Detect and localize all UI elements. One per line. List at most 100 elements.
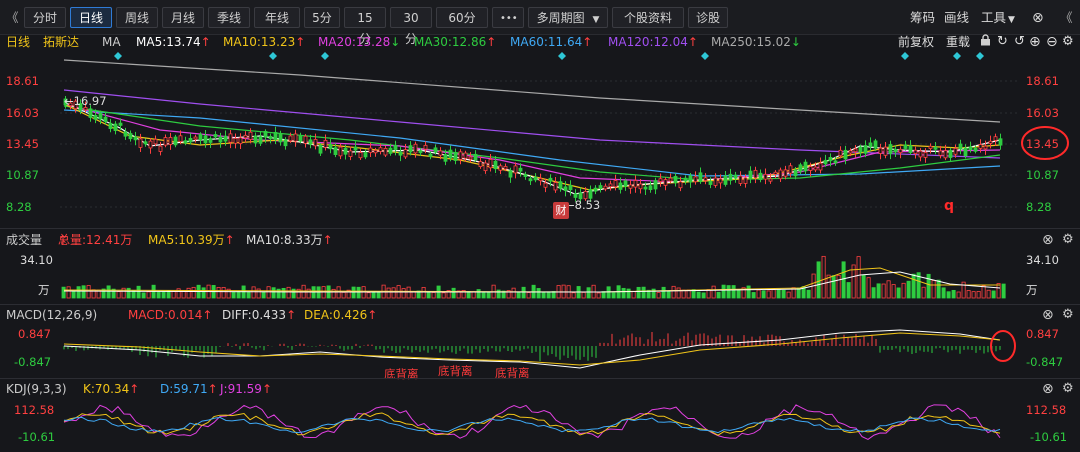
volume-bar bbox=[391, 287, 396, 299]
close-icon[interactable]: ⊗ bbox=[1042, 232, 1054, 248]
candle bbox=[883, 146, 888, 156]
candle bbox=[933, 146, 938, 150]
volume-bar bbox=[581, 292, 586, 299]
tab-15min[interactable]: 15分 bbox=[344, 7, 386, 46]
tab-monthly[interactable]: 月线 bbox=[162, 7, 204, 28]
ma-label[interactable]: MA bbox=[102, 35, 121, 49]
tab-quarterly[interactable]: 季线 bbox=[208, 7, 250, 28]
tab-30min[interactable]: 30分 bbox=[390, 7, 432, 46]
draw-line-button[interactable]: 画线 bbox=[944, 10, 970, 25]
back-button[interactable]: 《 bbox=[6, 10, 19, 25]
volume-bar bbox=[446, 290, 451, 299]
close-icon[interactable]: ⊗ bbox=[1032, 10, 1044, 26]
candle bbox=[303, 135, 308, 144]
volume-bar bbox=[191, 286, 196, 299]
adjust-rights-button[interactable]: 前复权 bbox=[898, 35, 935, 49]
volume-bar bbox=[741, 287, 746, 299]
candle bbox=[828, 157, 833, 162]
close-icon[interactable]: ⊗ bbox=[1042, 307, 1054, 323]
chip-button[interactable]: 筹码 bbox=[910, 10, 936, 25]
volume-bar bbox=[291, 288, 296, 299]
undo-icon[interactable]: ↺ bbox=[1014, 34, 1025, 49]
tab-5min[interactable]: 5分 bbox=[304, 7, 340, 28]
financial-report-badge[interactable]: 财 bbox=[553, 202, 569, 219]
tools-menu[interactable]: 工具 ▼ bbox=[981, 8, 1015, 28]
volume-ma10: MA10:8.33万↑ bbox=[246, 231, 333, 249]
candle bbox=[633, 180, 638, 188]
diagnose-button[interactable]: 诊股 bbox=[688, 7, 728, 28]
settings-icon[interactable]: ⚙ bbox=[1062, 232, 1074, 247]
candle bbox=[533, 176, 538, 181]
settings-icon[interactable]: ⚙ bbox=[1062, 307, 1074, 322]
volume-bar bbox=[146, 291, 151, 299]
volume-bar bbox=[131, 290, 136, 299]
candle bbox=[243, 134, 248, 139]
volume-bar bbox=[996, 283, 1001, 299]
candle bbox=[208, 138, 213, 143]
volume-bar bbox=[701, 292, 706, 299]
candle bbox=[553, 182, 558, 191]
candle bbox=[113, 123, 118, 131]
candle bbox=[693, 176, 698, 183]
more-button[interactable]: ••• bbox=[492, 7, 524, 28]
divider bbox=[0, 378, 1080, 379]
volume-bar bbox=[601, 291, 606, 299]
volume-bar bbox=[1001, 283, 1006, 299]
stock-info-button[interactable]: 个股资料 bbox=[612, 7, 684, 28]
volume-bar bbox=[156, 291, 161, 299]
event-marker-icon bbox=[953, 52, 961, 60]
multi-period-dropdown[interactable]: 多周期图 ▼ bbox=[528, 7, 608, 28]
volume-bar bbox=[626, 288, 631, 299]
lock-icon[interactable] bbox=[980, 33, 991, 51]
candle bbox=[148, 140, 153, 149]
volume-bar bbox=[736, 289, 741, 299]
reload-button[interactable]: 重载 bbox=[946, 35, 971, 49]
close-icon[interactable]: ⊗ bbox=[1042, 381, 1054, 397]
volume-bar bbox=[506, 290, 511, 299]
candle bbox=[88, 108, 93, 118]
volume-bar bbox=[81, 285, 86, 299]
ma-line bbox=[63, 109, 1001, 177]
divider bbox=[0, 304, 1080, 305]
volume-bar bbox=[866, 277, 871, 299]
ma-legend-item: MA250:15.02↓ bbox=[711, 33, 801, 51]
candle bbox=[753, 169, 758, 179]
settings-icon[interactable]: ⚙ bbox=[1062, 381, 1074, 396]
price-axis-right-0: 18.61 bbox=[1026, 74, 1059, 88]
volume-bar bbox=[976, 291, 981, 299]
volume-bar bbox=[816, 261, 821, 299]
tab-60min[interactable]: 60分 bbox=[436, 7, 488, 28]
tab-weekly[interactable]: 周线 bbox=[116, 7, 158, 28]
zoom-in-icon[interactable]: ⊕ bbox=[1029, 34, 1041, 50]
volume-bar bbox=[76, 286, 81, 299]
volume-bar bbox=[101, 288, 106, 299]
candle bbox=[98, 112, 103, 120]
volume-bar bbox=[711, 285, 716, 299]
candle bbox=[498, 165, 503, 171]
tab-fenshi[interactable]: 分时 bbox=[24, 7, 66, 28]
kdj-d: D:59.71↑ bbox=[160, 380, 218, 398]
volume-bar bbox=[961, 281, 966, 299]
event-markers[interactable] bbox=[114, 52, 984, 60]
candle bbox=[398, 151, 403, 156]
volume-bar bbox=[941, 287, 946, 299]
tab-yearly[interactable]: 年线 bbox=[254, 7, 300, 28]
tab-daily[interactable]: 日线 bbox=[70, 7, 112, 28]
kdj-k: K:70.34↑ bbox=[83, 380, 139, 398]
refresh-icon[interactable]: ↻ bbox=[997, 34, 1008, 49]
ma-legend-item: MA60:11.64↑ bbox=[510, 33, 592, 51]
volume-bar bbox=[236, 291, 241, 299]
collapse-button[interactable]: 《 bbox=[1060, 10, 1073, 25]
up-arrow-icon: ↑ bbox=[286, 308, 297, 322]
settings-icon[interactable]: ⚙ bbox=[1062, 34, 1074, 49]
volume-bar bbox=[231, 291, 236, 299]
candle bbox=[193, 136, 198, 140]
candle bbox=[543, 182, 548, 188]
candle bbox=[918, 150, 923, 158]
volume-bar bbox=[481, 292, 486, 299]
zoom-out-icon[interactable]: ⊖ bbox=[1046, 34, 1058, 50]
candle bbox=[598, 185, 603, 189]
kdj-axis-right-bottom: -10.61 bbox=[1030, 430, 1068, 444]
candle bbox=[578, 192, 583, 200]
